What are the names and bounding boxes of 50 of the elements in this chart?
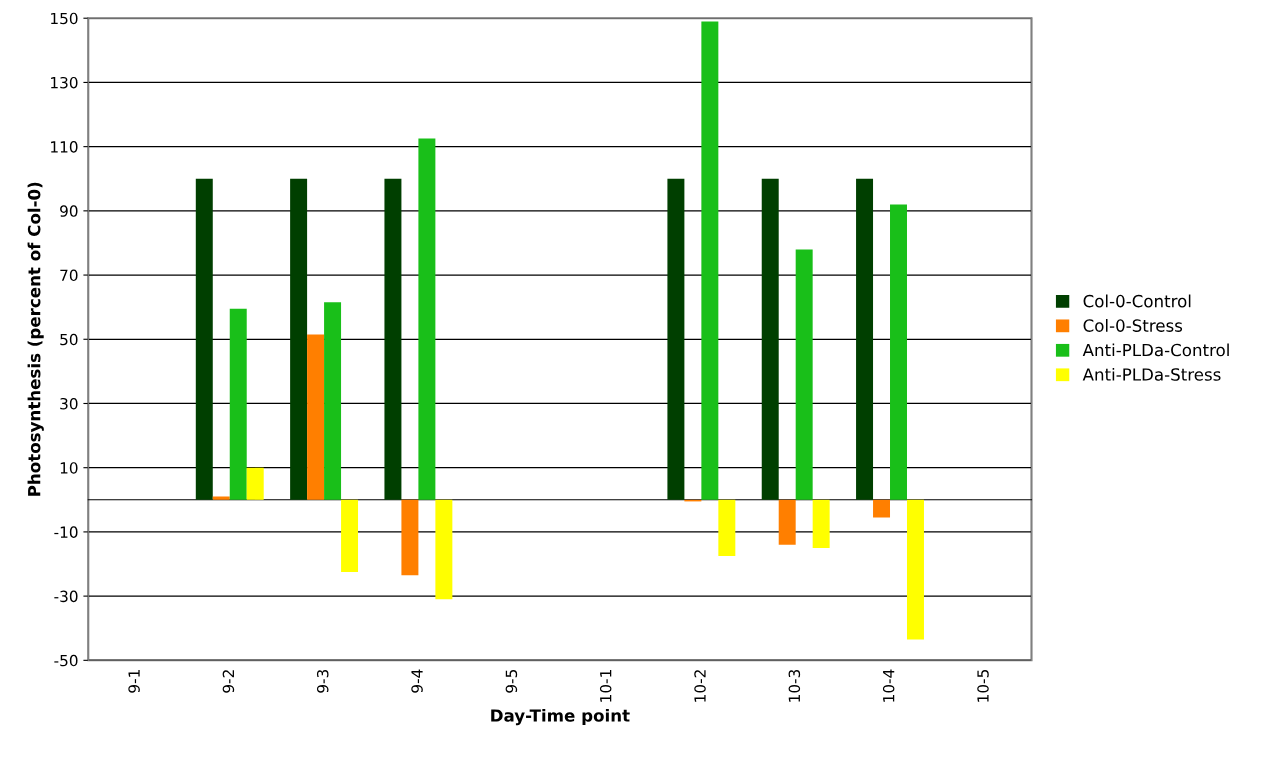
bar: [307, 334, 325, 500]
bar: [435, 499, 453, 600]
bar: [812, 499, 830, 548]
bar: [856, 178, 874, 500]
bar: [212, 496, 230, 500]
bar: [384, 178, 402, 500]
y-tick-label: 50: [60, 333, 78, 346]
y-tick-label: -30: [54, 590, 78, 603]
y-tick-label: 30: [60, 397, 78, 410]
bar: [401, 499, 419, 576]
x-tick-label: 10-4: [882, 669, 895, 702]
bar: [246, 467, 264, 500]
legend-label: Anti-PLDa-Stress: [1082, 367, 1221, 381]
bar: [290, 178, 308, 500]
legend-label: Col-0-Stress: [1083, 318, 1183, 332]
legend-label: Anti-PLDa-Control: [1082, 343, 1229, 357]
bar: [890, 204, 907, 500]
bar: [761, 178, 779, 500]
x-tick-label: 10-3: [788, 669, 801, 702]
bar: [795, 249, 813, 500]
legend-label: Col-0-Control: [1083, 294, 1191, 308]
bar: [873, 499, 891, 518]
x-tick-label: 10-5: [977, 670, 989, 702]
y-axis-title: Photosynthesis (percent of Col-0): [27, 182, 44, 496]
y-tick-label: 10: [60, 462, 78, 474]
y-tick-label: 150: [51, 12, 78, 25]
y-tick-label: 90: [60, 205, 78, 217]
y-tick-label: -50: [54, 654, 78, 667]
x-tick-label: 9-1: [128, 670, 140, 693]
x-tick-label: 9-5: [505, 670, 518, 693]
x-tick-label: 10-1: [599, 670, 612, 702]
bar: [906, 499, 924, 640]
bar: [667, 178, 685, 500]
x-tick-label: 9-3: [316, 669, 329, 693]
bar: [778, 499, 796, 545]
bar: [341, 499, 359, 573]
y-tick-label: 130: [51, 76, 78, 89]
x-axis-title: Day-Time point: [491, 708, 630, 726]
x-tick-label: 10-2: [694, 670, 706, 702]
bar: [418, 138, 436, 500]
y-tick-label: -10: [54, 526, 78, 538]
x-tick-label: 9-2: [222, 670, 235, 693]
bar: [324, 302, 342, 500]
y-tick-label: 110: [51, 141, 78, 153]
bar: [229, 308, 247, 500]
bar: [195, 178, 213, 500]
y-tick-label: 70: [60, 269, 78, 282]
bar: [718, 499, 736, 556]
x-tick-label: 9-4: [411, 669, 423, 693]
bar: [701, 21, 719, 500]
